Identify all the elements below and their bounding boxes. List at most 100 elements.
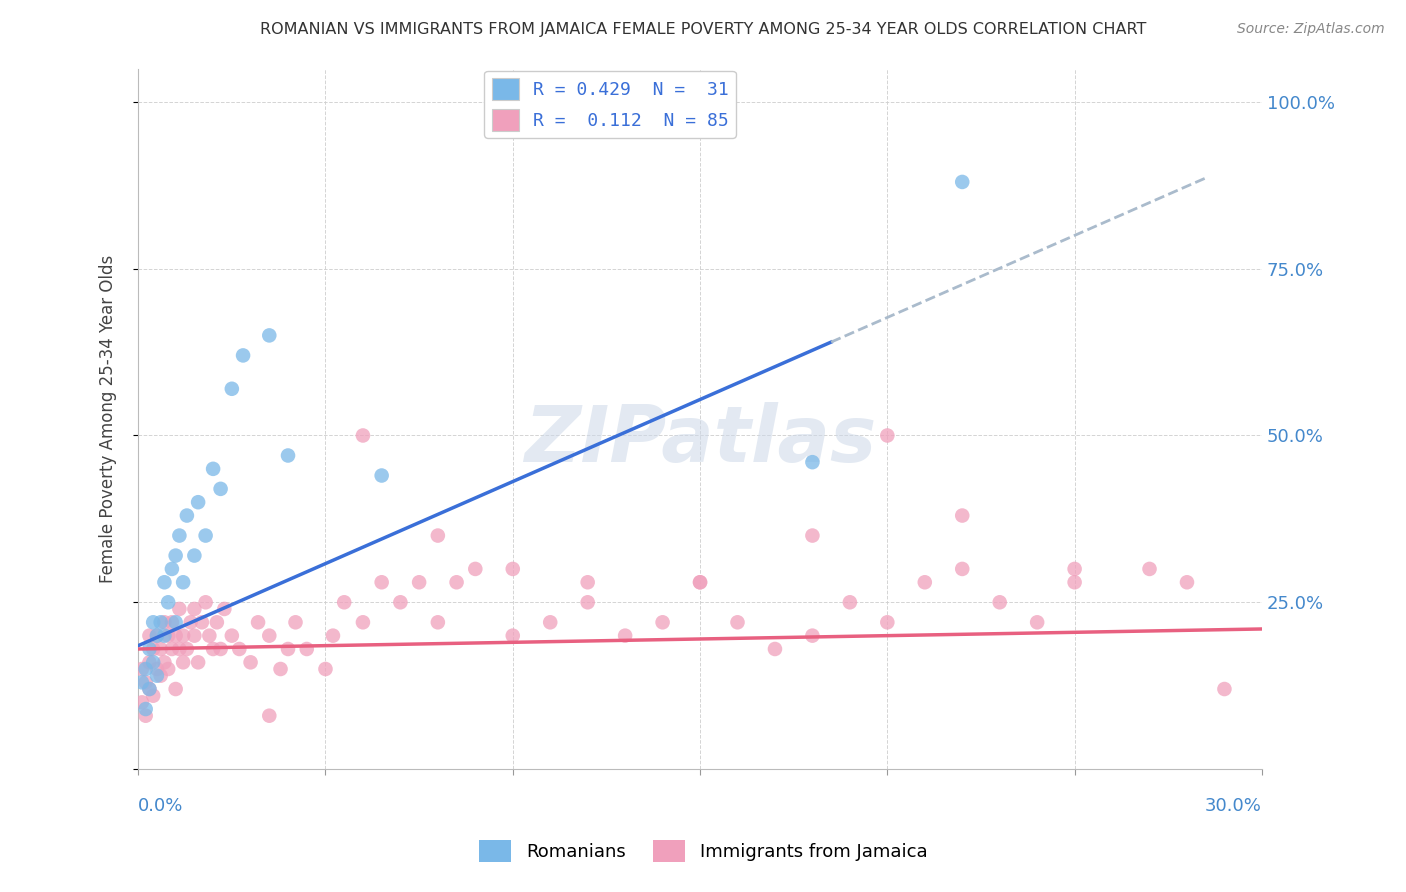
Point	[142, 642, 165, 657]
Point	[169, 642, 191, 657]
Point	[576, 575, 599, 590]
Point	[172, 629, 194, 643]
Point	[914, 575, 936, 590]
Point	[172, 656, 194, 670]
Point	[160, 642, 183, 657]
Point	[157, 595, 180, 609]
Point	[169, 528, 191, 542]
Point	[187, 495, 209, 509]
Point	[763, 642, 786, 657]
Point	[408, 575, 430, 590]
Text: ROMANIAN VS IMMIGRANTS FROM JAMAICA FEMALE POVERTY AMONG 25-34 YEAR OLDS CORRELA: ROMANIAN VS IMMIGRANTS FROM JAMAICA FEMA…	[260, 22, 1146, 37]
Point	[221, 382, 243, 396]
Point	[232, 348, 254, 362]
Point	[689, 575, 711, 590]
Point	[352, 615, 374, 630]
Point	[228, 642, 250, 657]
Point	[146, 629, 169, 643]
Point	[183, 549, 205, 563]
Point	[426, 528, 449, 542]
Point	[138, 656, 160, 670]
Point	[146, 662, 169, 676]
Point	[259, 708, 281, 723]
Point	[169, 602, 191, 616]
Point	[138, 629, 160, 643]
Point	[142, 615, 165, 630]
Point	[576, 595, 599, 609]
Point	[247, 615, 270, 630]
Point	[689, 575, 711, 590]
Point	[183, 602, 205, 616]
Point	[314, 662, 336, 676]
Point	[131, 695, 153, 709]
Point	[198, 629, 221, 643]
Legend: Romanians, Immigrants from Jamaica: Romanians, Immigrants from Jamaica	[471, 833, 935, 870]
Point	[876, 428, 898, 442]
Point	[194, 595, 217, 609]
Point	[277, 449, 299, 463]
Point	[389, 595, 412, 609]
Point	[209, 642, 232, 657]
Point	[191, 615, 214, 630]
Point	[239, 656, 262, 670]
Point	[146, 629, 169, 643]
Point	[352, 428, 374, 442]
Text: Source: ZipAtlas.com: Source: ZipAtlas.com	[1237, 22, 1385, 37]
Point	[538, 615, 561, 630]
Point	[160, 615, 183, 630]
Point	[651, 615, 673, 630]
Point	[221, 629, 243, 643]
Point	[1063, 575, 1085, 590]
Point	[135, 675, 157, 690]
Point	[801, 629, 824, 643]
Point	[209, 482, 232, 496]
Legend: R = 0.429  N =  31, R =  0.112  N = 85: R = 0.429 N = 31, R = 0.112 N = 85	[484, 70, 737, 138]
Point	[988, 595, 1011, 609]
Point	[138, 642, 160, 657]
Point	[194, 528, 217, 542]
Point	[876, 615, 898, 630]
Point	[370, 468, 392, 483]
Point	[259, 328, 281, 343]
Point	[950, 508, 973, 523]
Y-axis label: Female Poverty Among 25-34 Year Olds: Female Poverty Among 25-34 Year Olds	[100, 255, 117, 583]
Point	[426, 615, 449, 630]
Point	[270, 662, 292, 676]
Point	[149, 642, 172, 657]
Point	[153, 656, 176, 670]
Point	[153, 629, 176, 643]
Point	[165, 681, 187, 696]
Point	[176, 508, 198, 523]
Point	[153, 615, 176, 630]
Point	[138, 681, 160, 696]
Point	[131, 662, 153, 676]
Point	[464, 562, 486, 576]
Point	[950, 175, 973, 189]
Point	[1213, 681, 1236, 696]
Point	[1026, 615, 1049, 630]
Point	[502, 562, 524, 576]
Point	[157, 629, 180, 643]
Point	[131, 675, 153, 690]
Point	[259, 629, 281, 643]
Point	[135, 662, 157, 676]
Point	[157, 662, 180, 676]
Point	[202, 642, 225, 657]
Point	[295, 642, 318, 657]
Point	[183, 629, 205, 643]
Point	[502, 629, 524, 643]
Point	[153, 575, 176, 590]
Point	[142, 656, 165, 670]
Point	[1139, 562, 1161, 576]
Text: ZIPatlas: ZIPatlas	[524, 401, 876, 478]
Point	[202, 462, 225, 476]
Point	[149, 615, 172, 630]
Point	[727, 615, 749, 630]
Point	[370, 575, 392, 590]
Point	[214, 602, 236, 616]
Point	[176, 642, 198, 657]
Point	[165, 549, 187, 563]
Point	[614, 629, 637, 643]
Point	[165, 615, 187, 630]
Point	[172, 575, 194, 590]
